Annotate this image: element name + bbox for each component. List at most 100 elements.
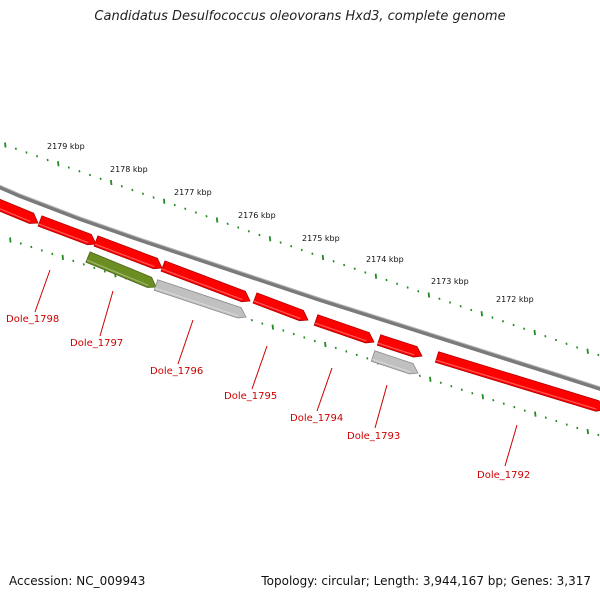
inner-tick [513,405,516,409]
outer-tick [99,177,102,180]
inner-tick [345,350,348,353]
outer-tick [14,147,17,150]
inner-tick [313,339,316,343]
inner-tick [72,259,75,263]
inner-tick [9,237,12,243]
scale-label: 2175 kbp [302,234,340,243]
inner-tick [250,318,253,322]
inner-tick [271,324,274,330]
outer-tick [512,323,515,327]
outer-tick [385,278,388,282]
outer-tick [290,245,293,248]
outer-tick [311,252,314,255]
inner-tick [429,376,432,382]
outer-tick [194,211,197,214]
gene-label[interactable]: Dole_1792 [477,470,530,481]
outer-tick [343,263,346,267]
inner-tick [19,242,22,245]
gene-label[interactable]: Dole_1797 [70,338,123,349]
inner-tick [450,385,453,388]
outer-tick [131,188,134,192]
outer-tick [396,282,399,285]
inner-tick [61,254,64,261]
inner-tick [481,394,484,400]
inner-tick [334,346,337,350]
inner-tick [30,245,33,249]
gene-features [0,198,600,412]
genome-backbone [0,184,600,391]
gene-label[interactable]: Dole_1798 [6,314,59,325]
outer-tick [332,260,335,263]
topology-text: Topology: circular; Length: 3,944,167 bp… [261,574,591,588]
gene-label-leader [251,345,268,390]
outer-tick [78,170,81,173]
inner-tick [597,433,600,437]
inner-tick [261,322,264,325]
inner-tick [82,263,85,266]
outer-tick [470,308,473,312]
inner-tick [492,398,495,402]
scale-label: 2172 kbp [496,295,534,304]
scale-label: 2176 kbp [238,211,276,220]
outer-tick [88,173,92,177]
inner-tick [586,428,589,435]
outer-tick [406,286,409,289]
outer-tick [258,233,261,237]
gene-arrow [160,260,251,303]
inner-tick [576,426,579,430]
inner-tick [534,411,537,417]
gene-dole-1792 [434,351,600,412]
inner-tick [418,374,421,378]
outer-tick [36,155,39,158]
outer-tick [184,207,187,210]
inner-tick [523,409,526,412]
gene-dole-1796 [153,279,247,319]
gene-dole-1795 [252,292,309,322]
gene-label-leader [99,290,114,337]
outer-tick [152,196,155,199]
scale-label: 2174 kbp [366,255,404,264]
inner-tick [40,249,43,252]
scale-labels: 2179 kbp 2178 kbp 2177 kbp 2176 kbp 2175 kbp… [47,142,534,304]
outer-tick [491,316,494,319]
inner-tick [93,266,96,270]
outer-tick [67,166,70,169]
outer-tick [120,185,123,188]
outer-tick [205,215,208,218]
outer-tick [364,271,367,274]
outer-tick [57,161,60,167]
inner-tick [355,353,358,357]
outer-tick [501,320,505,323]
gene-label-leader [504,424,518,467]
outer-tick [480,311,484,317]
gene-label[interactable]: Dole_1795 [224,391,277,402]
outer-tick [321,254,325,261]
outer-tick [427,292,431,298]
gene-label[interactable]: Dole_1793 [347,431,400,442]
outer-tick [597,353,600,357]
inner-tick [51,252,54,256]
gene-arrow [37,215,97,246]
inner-tick [366,357,369,360]
gene-label[interactable]: Dole_1796 [150,366,203,377]
gene-label[interactable]: Dole_1794 [290,413,343,424]
inner-tick [555,419,558,423]
scale-label: 2173 kbp [431,277,469,286]
inner-tick [103,270,106,273]
inner-tick [324,341,327,348]
outer-tick [300,248,303,252]
gene-arrow [93,235,163,270]
outer-tick [374,273,378,279]
outer-tick [523,327,526,330]
outer-tick [173,203,176,207]
scale-label: 2179 kbp [47,142,85,151]
inner-tick [460,388,463,391]
outer-tick [46,158,49,162]
outer-tick [237,226,240,229]
scale-label: 2178 kbp [110,165,148,174]
gene-dole-1793 [370,350,419,375]
gene-label-leader [374,384,388,429]
outer-tick [162,198,166,204]
outer-tick [586,348,589,354]
